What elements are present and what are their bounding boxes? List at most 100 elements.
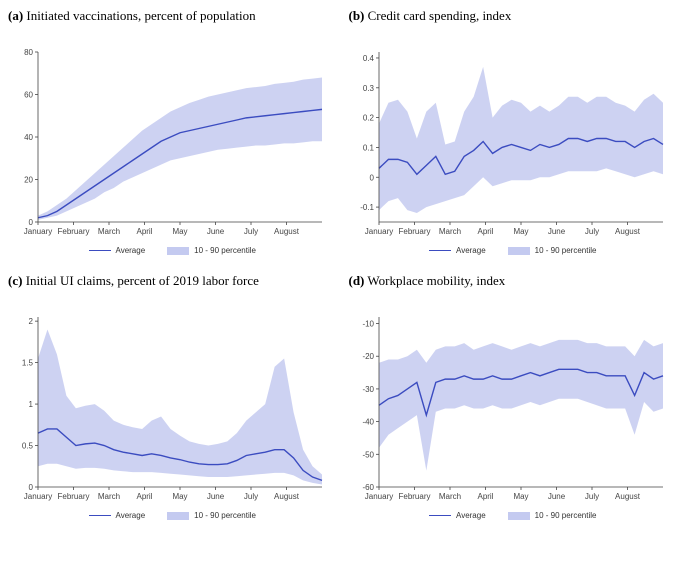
line-swatch-icon — [429, 515, 451, 516]
y-tick-label: -40 — [362, 418, 374, 427]
y-tick-label: 0 — [29, 218, 34, 227]
panel-a-title: (a) Initiated vaccinations, percent of p… — [8, 8, 337, 40]
x-tick-label: May — [513, 227, 528, 236]
panel-b-title: (b) Credit card spending, index — [349, 8, 678, 40]
x-tick-label: March — [438, 227, 460, 236]
x-tick-label: August — [274, 227, 300, 236]
legend-band: 10 - 90 percentile — [508, 511, 597, 520]
y-tick-label: -50 — [362, 450, 374, 459]
legend-band-label: 10 - 90 percentile — [194, 511, 256, 520]
y-tick-label: 20 — [24, 176, 33, 185]
panel-d-title-text: Workplace mobility, index — [367, 273, 505, 288]
legend-avg-label: Average — [116, 246, 146, 255]
panel-c-tag: (c) — [8, 273, 22, 288]
chart-svg: 00.511.52JanuaryFebruaryMarchAprilMayJun… — [8, 309, 328, 509]
chart-grid: (a) Initiated vaccinations, percent of p… — [8, 8, 677, 520]
x-tick-label: March — [98, 227, 120, 236]
panel-a-legend: Average 10 - 90 percentile — [8, 246, 337, 255]
y-tick-label: 0.1 — [362, 143, 374, 152]
x-tick-label: June — [207, 227, 225, 236]
y-tick-label: -20 — [362, 352, 374, 361]
legend-band-label: 10 - 90 percentile — [535, 511, 597, 520]
y-tick-label: 0.5 — [22, 442, 34, 451]
panel-d-legend: Average 10 - 90 percentile — [349, 511, 678, 520]
legend-avg: Average — [429, 511, 486, 520]
x-tick-label: July — [244, 227, 258, 236]
panel-a-tag: (a) — [8, 8, 23, 23]
y-tick-label: 0.3 — [362, 84, 374, 93]
legend-avg-label: Average — [116, 511, 146, 520]
y-tick-label: 80 — [24, 48, 33, 57]
legend-avg-label: Average — [456, 511, 486, 520]
panel-a-title-text: Initiated vaccinations, percent of popul… — [26, 8, 255, 23]
x-tick-label: June — [547, 492, 565, 501]
panel-b-chart: -0.100.10.20.30.4JanuaryFebruaryMarchApr… — [349, 44, 678, 244]
x-tick-label: January — [364, 492, 392, 501]
x-tick-label: April — [136, 492, 152, 501]
y-tick-label: 60 — [24, 91, 33, 100]
x-tick-label: July — [244, 492, 258, 501]
panel-b-tag: (b) — [349, 8, 365, 23]
x-tick-label: January — [24, 492, 52, 501]
legend-band: 10 - 90 percentile — [167, 511, 256, 520]
panel-c-chart: 00.511.52JanuaryFebruaryMarchAprilMayJun… — [8, 309, 337, 509]
percentile-band — [379, 340, 663, 471]
x-tick-label: August — [615, 227, 641, 236]
panel-a-chart: 020406080JanuaryFebruaryMarchAprilMayJun… — [8, 44, 337, 244]
x-tick-label: February — [57, 492, 89, 501]
panel-b: (b) Credit card spending, index -0.100.1… — [349, 8, 678, 255]
panel-c-title: (c) Initial UI claims, percent of 2019 l… — [8, 273, 337, 305]
panel-c: (c) Initial UI claims, percent of 2019 l… — [8, 273, 337, 520]
y-tick-label: 0.2 — [362, 114, 374, 123]
chart-svg: -60 -50 -40 -30 -20 -10 January February March Ap… — [349, 309, 669, 509]
x-tick-label: April — [136, 227, 152, 236]
chart-svg: 020406080JanuaryFebruaryMarchAprilMayJun… — [8, 44, 328, 244]
x-tick-label: February — [57, 227, 89, 236]
x-tick-label: February — [398, 492, 430, 501]
x-tick-label: July — [584, 492, 598, 501]
x-tick-label: April — [477, 492, 493, 501]
x-tick-label: August — [274, 492, 300, 501]
y-tick-label: 0 — [29, 483, 34, 492]
y-tick-label: -60 — [362, 483, 374, 492]
panel-c-legend: Average 10 - 90 percentile — [8, 511, 337, 520]
x-tick-label: May — [172, 492, 187, 501]
band-swatch-icon — [508, 512, 530, 520]
band-swatch-icon — [508, 247, 530, 255]
y-tick-label: 1 — [29, 400, 34, 409]
legend-band-label: 10 - 90 percentile — [194, 246, 256, 255]
x-tick-label: August — [615, 492, 641, 501]
x-tick-label: June — [207, 492, 225, 501]
x-tick-label: January — [24, 227, 52, 236]
x-tick-label: February — [398, 227, 430, 236]
panel-d-tag: (d) — [349, 273, 365, 288]
x-tick-label: January — [364, 227, 392, 236]
panel-d: (d) Workplace mobility, index -60-50-40-… — [349, 273, 678, 520]
chart-svg: -0.100.10.20.30.4JanuaryFebruaryMarchApr… — [349, 44, 669, 244]
panel-c-title-text: Initial UI claims, percent of 2019 labor… — [26, 273, 259, 288]
panel-d-chart: -60 -50 -40 -30 -20 -10 January February March Ap… — [349, 309, 678, 509]
line-swatch-icon — [429, 250, 451, 251]
x-tick-label: July — [584, 227, 598, 236]
percentile-band — [38, 329, 322, 484]
panel-a: (a) Initiated vaccinations, percent of p… — [8, 8, 337, 255]
legend-band: 10 - 90 percentile — [167, 246, 256, 255]
x-tick-label: May — [172, 227, 187, 236]
y-tick-label: -10 — [362, 320, 374, 329]
percentile-band — [379, 67, 663, 213]
legend-band: 10 - 90 percentile — [508, 246, 597, 255]
legend-avg: Average — [89, 511, 146, 520]
percentile-band — [38, 78, 322, 220]
band-swatch-icon — [167, 247, 189, 255]
y-tick-label: 1.5 — [22, 359, 34, 368]
y-tick-label: -30 — [362, 385, 374, 394]
legend-band-label: 10 - 90 percentile — [535, 246, 597, 255]
x-tick-label: March — [438, 492, 460, 501]
x-tick-label: June — [547, 227, 565, 236]
y-tick-label: 2 — [29, 317, 34, 326]
y-tick-label: 0.4 — [362, 54, 374, 63]
x-tick-label: April — [477, 227, 493, 236]
panel-d-title: (d) Workplace mobility, index — [349, 273, 678, 305]
line-swatch-icon — [89, 250, 111, 251]
line-swatch-icon — [89, 515, 111, 516]
